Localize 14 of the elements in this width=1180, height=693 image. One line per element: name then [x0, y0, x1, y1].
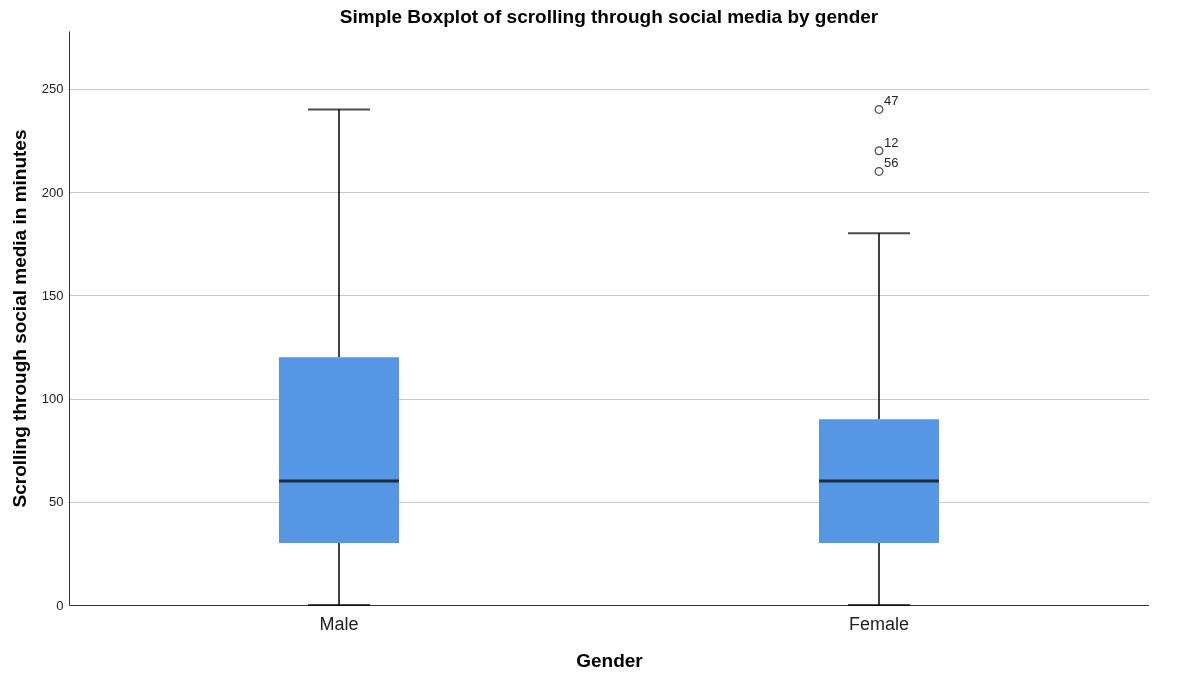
x-tick-label: Male	[319, 613, 359, 634]
y-tick-label: 0	[56, 597, 64, 613]
y-tick-label: 100	[41, 391, 64, 407]
y-tick-label: 50	[49, 494, 64, 510]
y-tick-label: 250	[41, 81, 64, 97]
chart-title: Simple Boxplot of scrolling through social media by gender	[339, 6, 879, 27]
y-tick-label: 200	[41, 184, 64, 200]
annotation: 47	[884, 93, 899, 109]
annotation: 56	[884, 155, 899, 171]
y-tick-label: 150	[41, 287, 64, 303]
y-axis-title: Scrolling through social media in minutes	[8, 129, 30, 508]
annotation: 12	[884, 134, 899, 150]
x-tick-label: Female	[848, 613, 910, 634]
x-axis-title: Gender	[576, 649, 644, 671]
